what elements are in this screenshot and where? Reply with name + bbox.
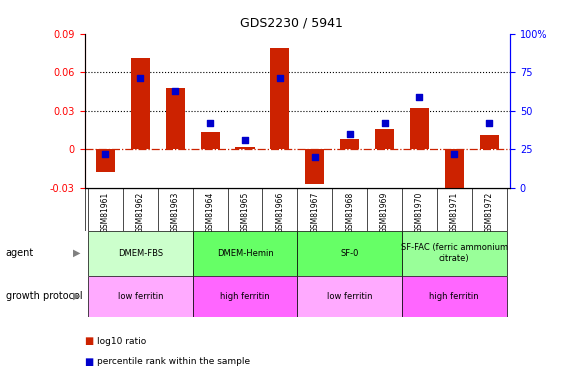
Bar	[131, 58, 150, 149]
Text: SF-0: SF-0	[340, 249, 359, 258]
Point	[205, 120, 215, 126]
Text: ▶: ▶	[73, 248, 80, 258]
Bar	[96, 149, 115, 172]
Point	[136, 75, 145, 81]
Point	[415, 94, 424, 100]
Text: agent: agent	[6, 248, 34, 258]
Text: high ferritin: high ferritin	[220, 292, 270, 301]
Bar	[297, 276, 402, 317]
Text: GDS2230 / 5941: GDS2230 / 5941	[240, 17, 343, 30]
Bar	[88, 276, 192, 317]
Point	[380, 120, 389, 126]
Bar	[166, 88, 185, 149]
Bar	[480, 135, 499, 149]
Bar	[88, 231, 192, 276]
Text: GSM81970: GSM81970	[415, 192, 424, 233]
Point	[449, 151, 459, 157]
Text: GSM81965: GSM81965	[241, 192, 250, 233]
Bar	[192, 276, 297, 317]
Point	[240, 137, 250, 143]
Text: percentile rank within the sample: percentile rank within the sample	[97, 357, 251, 366]
Bar	[402, 231, 507, 276]
Bar	[340, 139, 359, 149]
Bar	[201, 132, 220, 149]
Text: GSM81969: GSM81969	[380, 192, 389, 233]
Text: low ferritin: low ferritin	[327, 292, 373, 301]
Point	[101, 151, 110, 157]
Point	[310, 154, 319, 160]
Bar	[410, 108, 429, 149]
Point	[275, 75, 285, 81]
Text: DMEM-FBS: DMEM-FBS	[118, 249, 163, 258]
Text: SF-FAC (ferric ammonium
citrate): SF-FAC (ferric ammonium citrate)	[401, 243, 508, 263]
Text: GSM81961: GSM81961	[101, 192, 110, 233]
Text: GSM81964: GSM81964	[206, 192, 215, 233]
Text: high ferritin: high ferritin	[430, 292, 479, 301]
Text: GSM81963: GSM81963	[171, 192, 180, 233]
Text: GSM81968: GSM81968	[345, 192, 354, 233]
Bar	[236, 147, 255, 149]
Text: ▶: ▶	[73, 291, 80, 301]
Text: GSM81966: GSM81966	[275, 192, 285, 233]
Point	[171, 88, 180, 94]
Text: ■: ■	[85, 336, 94, 346]
Text: GSM81962: GSM81962	[136, 192, 145, 233]
Point	[345, 131, 354, 137]
Text: DMEM-Hemin: DMEM-Hemin	[217, 249, 273, 258]
Text: log10 ratio: log10 ratio	[97, 337, 146, 346]
Bar	[297, 231, 402, 276]
Point	[484, 120, 494, 126]
Bar	[445, 149, 464, 198]
Text: low ferritin: low ferritin	[118, 292, 163, 301]
Text: ■: ■	[85, 357, 94, 367]
Text: GSM81967: GSM81967	[310, 192, 319, 233]
Text: growth protocol: growth protocol	[6, 291, 82, 301]
Bar	[375, 129, 394, 149]
Text: GSM81972: GSM81972	[484, 192, 494, 233]
Bar	[192, 231, 297, 276]
Bar	[402, 276, 507, 317]
Bar	[305, 149, 324, 184]
Text: GSM81971: GSM81971	[450, 192, 459, 233]
Bar	[271, 48, 290, 149]
